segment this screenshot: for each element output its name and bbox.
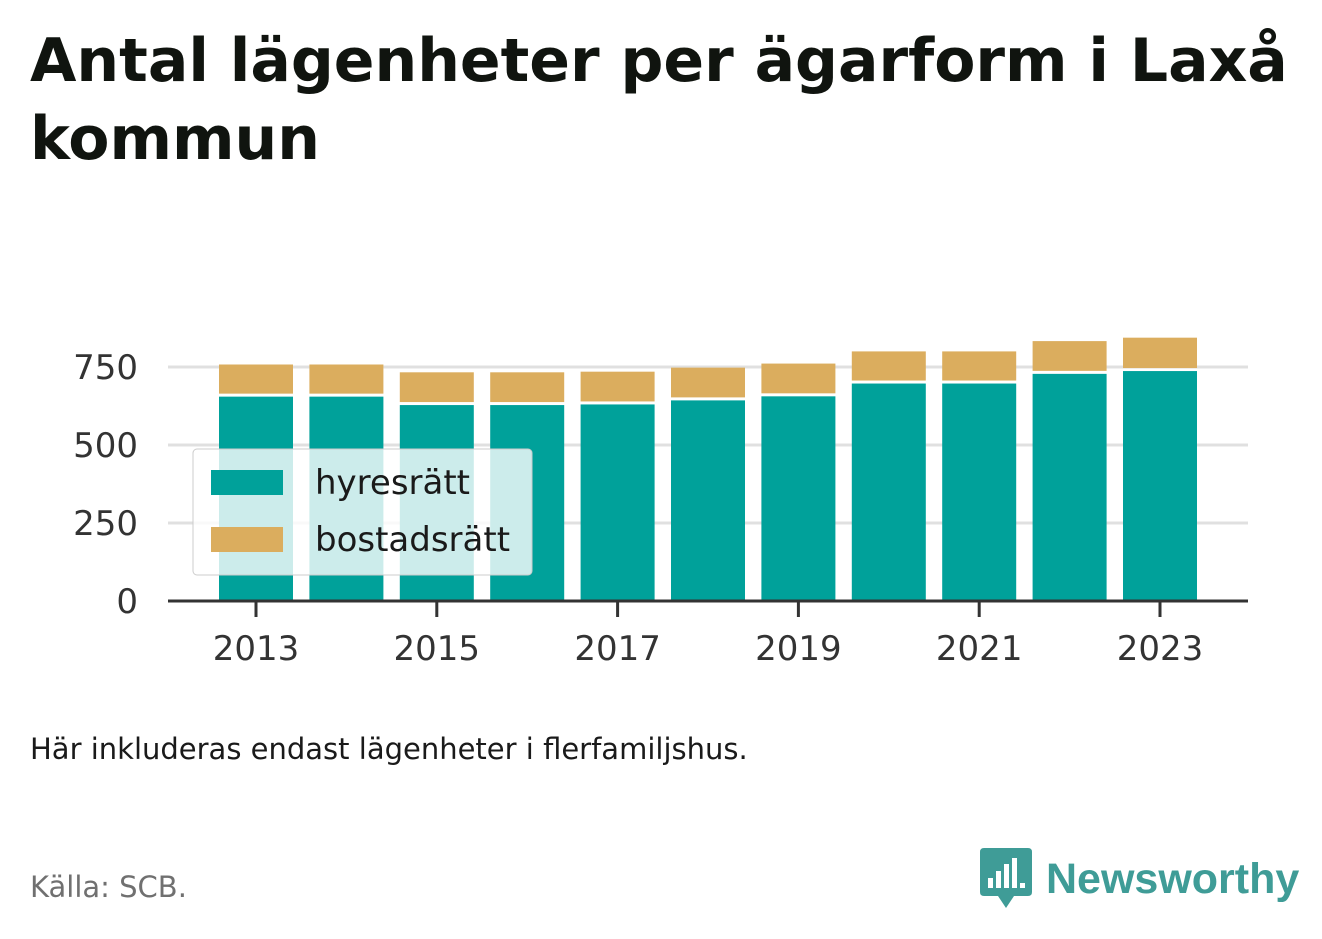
- y-tick-label: 750: [73, 348, 138, 388]
- bar-stack-2020: [851, 351, 926, 601]
- chart-note: Här inkluderas endast lägenheter i flerf…: [30, 732, 748, 766]
- legend-swatch: [211, 470, 283, 495]
- x-tick-label: 2019: [755, 629, 842, 669]
- bar-bostadsratt: [942, 351, 1017, 381]
- bar-hyresratt: [942, 383, 1017, 601]
- bar-hyresratt: [580, 404, 655, 601]
- chart-title: Antal lägenheter per ägarform i Laxå kom…: [30, 26, 1288, 174]
- bar-bostadsratt: [1032, 341, 1107, 371]
- bar-bostadsratt: [671, 367, 745, 398]
- x-tick-label: 2021: [936, 629, 1023, 669]
- bar-hyresratt: [761, 396, 836, 601]
- bar-stack-2018: [671, 367, 745, 601]
- newsworthy-logo: Newsworthy: [980, 848, 1299, 910]
- bar-bostadsratt: [761, 363, 836, 394]
- source-text: Källa: SCB.: [30, 870, 187, 904]
- bar-bostadsratt: [399, 372, 474, 403]
- y-tick-label: 250: [73, 504, 138, 544]
- bar-bostadsratt: [580, 371, 655, 402]
- x-axis: 2013 2015 2017 2019 2021 2023: [168, 599, 1248, 669]
- legend-label: bostadsrätt: [315, 520, 510, 560]
- y-tick-label: 500: [73, 426, 138, 466]
- x-tick-label: 2015: [394, 629, 481, 669]
- legend-swatch: [211, 527, 283, 552]
- legend-label: hyresrätt: [315, 463, 470, 503]
- bar-hyresratt: [671, 400, 745, 601]
- bar-bostadsratt: [219, 364, 293, 394]
- bar-hyresratt: [851, 383, 926, 601]
- x-tick-label: 2017: [574, 629, 661, 669]
- bar-bostadsratt: [1123, 337, 1197, 369]
- bar-bostadsratt: [851, 351, 926, 381]
- bar-stack-2019: [761, 363, 836, 601]
- bar-hyresratt: [1032, 373, 1107, 601]
- bar-bostadsratt: [490, 372, 565, 403]
- bar-stack-2017: [580, 371, 655, 601]
- bar-stack-2022: [1032, 341, 1107, 601]
- y-tick-label: 0: [116, 582, 138, 622]
- bar-hyresratt: [1123, 371, 1197, 601]
- newsworthy-logo-icon: [980, 848, 1032, 908]
- legend: hyresrätt bostadsrätt: [192, 448, 533, 576]
- x-tick-label: 2023: [1117, 629, 1204, 669]
- bar-bostadsratt: [309, 364, 384, 394]
- bar-stack-2021: [942, 351, 1017, 601]
- bar-stack-2023: [1123, 337, 1197, 601]
- x-tick-label: 2013: [213, 629, 300, 669]
- brand-name: Newsworthy: [1046, 854, 1300, 903]
- y-axis-ticks: 0 250 500 750: [73, 348, 138, 622]
